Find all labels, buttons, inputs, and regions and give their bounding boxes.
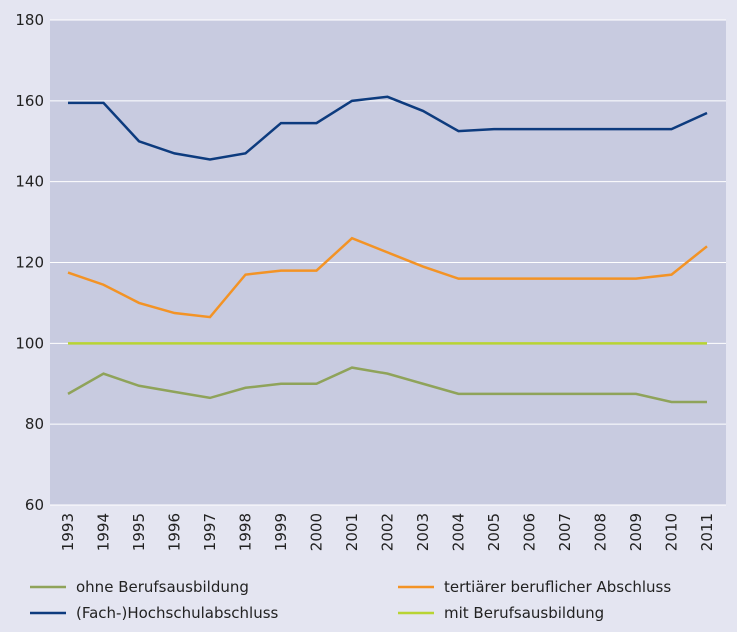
x-tick-label: 1993	[59, 513, 77, 551]
x-tick-label: 2008	[592, 513, 610, 551]
line	[67, 366, 707, 404]
y-tick-label: 60	[25, 496, 44, 514]
y-tick-label: 100	[15, 334, 44, 352]
legend-label: tertiärer beruflicher Abschluss	[444, 578, 671, 596]
x-tick-label: 2003	[414, 513, 432, 551]
x-tick-label: 1999	[272, 513, 290, 551]
x-tick-label: 2009	[627, 513, 645, 551]
x-tick-label: 2000	[308, 513, 326, 551]
x-tick-label: 2004	[450, 513, 468, 551]
x-tick-label: 2002	[379, 513, 397, 551]
y-tick-label: 120	[15, 254, 44, 272]
y-tick-label: 80	[25, 415, 44, 433]
x-tick-label: 2011	[698, 513, 716, 551]
y-tick-label: 180	[15, 11, 44, 29]
x-tick-label: 1997	[201, 513, 219, 551]
x-tick-label: 2005	[485, 513, 503, 551]
line	[67, 236, 708, 319]
x-tick-label: 2007	[556, 513, 574, 551]
x-tick-label: 1996	[166, 513, 184, 551]
legend-label: mit Berufsausbildung	[444, 604, 604, 622]
y-tick-label: 160	[15, 92, 44, 110]
x-tick-label: 2001	[343, 513, 361, 551]
y-tick-label: 140	[15, 173, 44, 191]
line	[68, 95, 708, 161]
legend-label: (Fach-)Hochschulabschluss	[76, 604, 279, 622]
x-tick-label: 1994	[95, 513, 113, 551]
x-tick-label: 2010	[663, 513, 681, 551]
x-tick-label: 1995	[130, 513, 148, 551]
x-tick-label: 1998	[237, 513, 255, 551]
x-tick-label: 2006	[521, 513, 539, 551]
legend-label: ohne Berufsausbildung	[76, 578, 249, 596]
